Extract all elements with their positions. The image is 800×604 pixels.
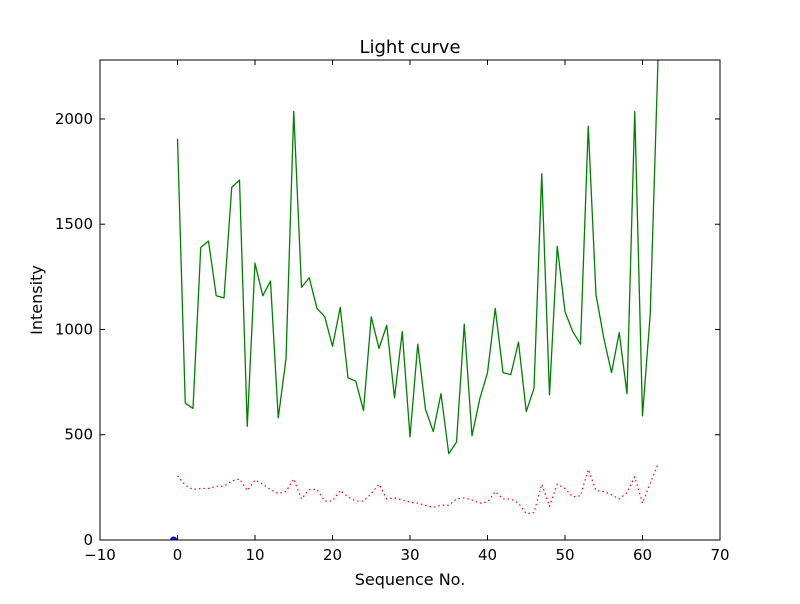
y-tick-label: 1000: [55, 320, 93, 338]
x-tick-label: 40: [478, 546, 497, 564]
y-axis-label: Intensity: [27, 265, 46, 335]
y-tick-label: 1500: [55, 215, 93, 233]
y-tick-label: 2000: [55, 110, 93, 128]
x-tick-label: 10: [245, 546, 264, 564]
series-0-line: [176, 60, 659, 455]
chart-title: Light curve: [359, 37, 460, 58]
x-tick-label: 0: [173, 546, 183, 564]
text-layer: Light curve Sequence No. Intensity: [27, 37, 465, 589]
series-layer: [170, 60, 659, 540]
x-tick-label: −10: [84, 546, 116, 564]
x-axis-label: Sequence No.: [355, 570, 466, 589]
x-tick-label: 30: [400, 546, 419, 564]
x-tick-label: 60: [633, 546, 652, 564]
x-tick-label: 70: [710, 546, 729, 564]
y-tick-label: 0: [83, 531, 93, 549]
x-tick-label: 50: [555, 546, 574, 564]
series-1-line: [177, 463, 659, 515]
y-tick-label: 500: [64, 426, 93, 444]
series-2-marker: [170, 536, 178, 540]
x-tick-label: 20: [323, 546, 342, 564]
